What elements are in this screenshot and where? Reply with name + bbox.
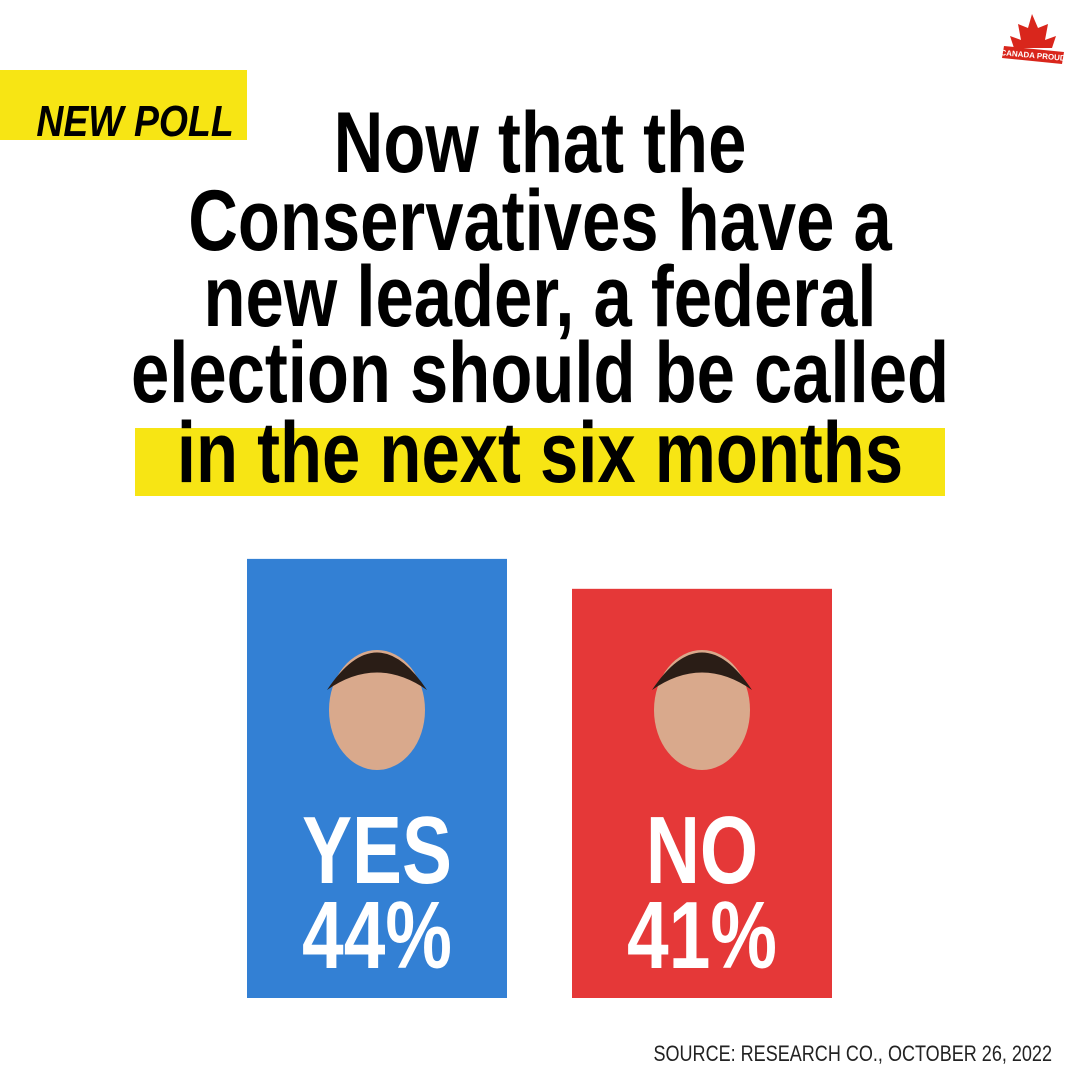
title-line: Now that the <box>334 95 747 191</box>
title-highlight: in the next six months <box>177 405 903 501</box>
hair <box>652 652 752 690</box>
value-label: 44% <box>302 882 452 989</box>
title-line: Conservatives have a <box>188 173 892 269</box>
maple-leaf <box>1010 14 1056 48</box>
category-label: YES <box>302 797 452 904</box>
face-photo <box>654 650 750 770</box>
face-photo <box>329 650 425 770</box>
highlight-background <box>135 428 945 496</box>
hair <box>327 652 427 690</box>
title-line: new leader, a federal <box>204 249 877 345</box>
category-label: NO <box>646 797 758 904</box>
value-label: 41% <box>627 882 777 989</box>
tag-background <box>0 70 247 140</box>
title-line: election should be called <box>131 325 949 421</box>
logo: CANADA PROUD <box>1000 14 1066 64</box>
logo-banner <box>1002 46 1064 64</box>
tag: NEW POLL <box>36 96 233 146</box>
source: SOURCE: RESEARCH CO., OCTOBER 26, 2022 <box>653 1042 1052 1066</box>
bar <box>247 558 507 998</box>
